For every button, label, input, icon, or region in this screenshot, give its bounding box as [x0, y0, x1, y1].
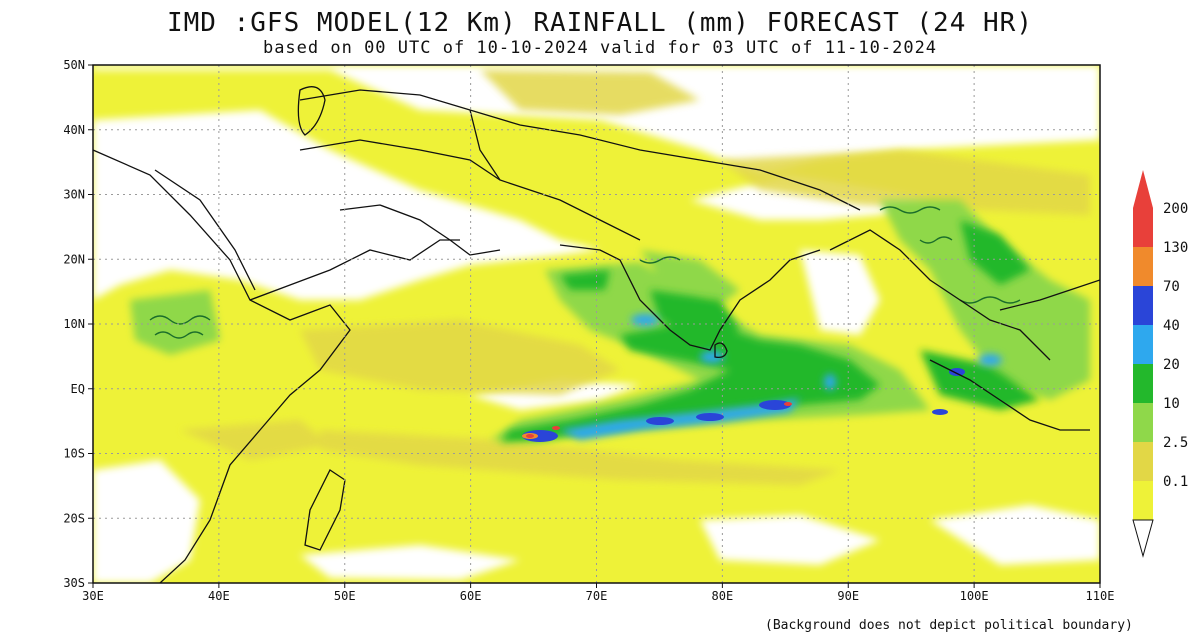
legend-arrow-top: [1133, 170, 1153, 208]
y-tick-label: 20S: [63, 511, 85, 525]
y-tick-label: 20N: [63, 252, 85, 266]
x-tick-label: 80E: [712, 589, 734, 603]
x-tick-label: 50E: [334, 589, 356, 603]
legend-label: 2.5: [1163, 435, 1188, 451]
map-title: IMD :GFS MODEL(12 Km) RAINFALL (mm) FORE…: [167, 8, 1033, 38]
y-tick-label: 10N: [63, 317, 85, 331]
x-tick-label: 100E: [960, 589, 989, 603]
y-tick-label: 30N: [63, 188, 85, 202]
x-tick-label: 40E: [208, 589, 230, 603]
legend-swatch: [1133, 247, 1153, 286]
y-tick-label: 10S: [63, 447, 85, 461]
footnote: (Background does not depict political bo…: [765, 618, 1133, 633]
legend-swatch: [1133, 364, 1153, 403]
legend-swatch: [1133, 208, 1153, 247]
y-tick-label: 30S: [63, 576, 85, 590]
gridlines: [93, 65, 1100, 583]
legend-swatch: [1133, 442, 1153, 481]
legend-label: 0.1: [1163, 474, 1188, 490]
legend-label: 10: [1163, 396, 1180, 412]
coastline-outlines: [93, 86, 1100, 583]
x-tick-label: 70E: [586, 589, 608, 603]
x-tick-label: 60E: [460, 589, 482, 603]
x-axis: 30E 40E 50E 60E 70E 80E 90E 100E 110E: [82, 583, 1114, 603]
map-subtitle: based on 00 UTC of 10-10-2024 valid for …: [262, 38, 938, 58]
legend-label: 200: [1163, 201, 1188, 217]
legend-label: 20: [1163, 357, 1180, 373]
x-tick-label: 110E: [1086, 589, 1115, 603]
x-tick-label: 90E: [837, 589, 859, 603]
legend: 200 130 70 40 20 10 2.5 0.1: [1132, 170, 1188, 558]
y-tick-label: EQ: [71, 382, 85, 396]
legend-label: 70: [1163, 279, 1180, 295]
y-tick-label: 50N: [63, 58, 85, 72]
legend-swatch: [1133, 325, 1153, 364]
y-axis: 50N 40N 30N 20N 10N EQ 10S 20S 30S: [63, 58, 93, 590]
legend-label: 40: [1163, 318, 1180, 334]
legend-swatch: [1133, 286, 1153, 325]
legend-swatch: [1133, 481, 1153, 520]
legend-arrow-bottom: [1132, 519, 1154, 558]
legend-label: 130: [1163, 240, 1188, 256]
y-tick-label: 40N: [63, 123, 85, 137]
legend-swatch: [1133, 403, 1153, 442]
x-tick-label: 30E: [82, 589, 104, 603]
